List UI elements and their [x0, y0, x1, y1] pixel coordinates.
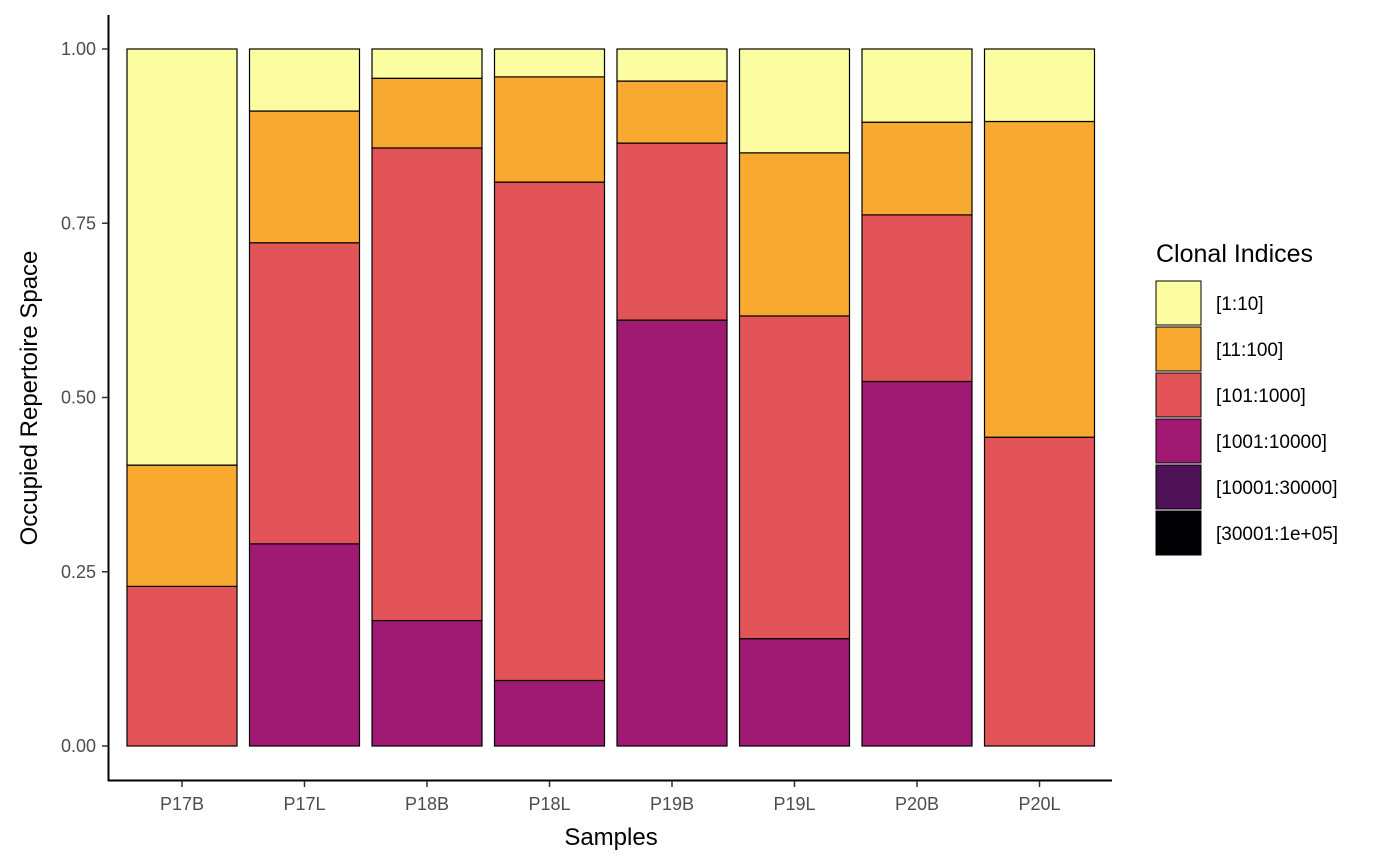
legend-label: [11:100]	[1216, 340, 1283, 361]
bar-segment-p20b	[861, 380, 973, 747]
y-tick-label: 1.00	[61, 39, 96, 59]
x-tick-label: P18B	[405, 794, 449, 814]
bar-segment-p17l	[248, 242, 361, 545]
legend-label: [101:1000]	[1216, 386, 1306, 407]
legend-label: [10001:30000]	[1216, 478, 1338, 499]
bar-segment-p17b	[126, 585, 238, 747]
bar-segment-p18l	[493, 48, 606, 78]
bar-segment-p18b	[371, 48, 483, 79]
y-axis-ticks: 0.00 0.25 0.50 0.75 1.00	[61, 39, 108, 756]
y-axis-title: Occupied Repertoire Space	[16, 251, 43, 546]
bar-segment-p19b	[616, 142, 728, 321]
bar-segment-p17l	[248, 110, 361, 244]
bar-segment-p20l	[983, 436, 1096, 747]
bar-segment-p19b	[616, 80, 728, 144]
legend-title: Clonal Indices	[1156, 240, 1313, 268]
bar-segment-p17b	[126, 48, 238, 466]
bar-segment-p18b	[371, 147, 483, 622]
bar-segment-p18b	[371, 619, 483, 747]
x-tick-label: P20B	[895, 794, 939, 814]
x-axis-title: Samples	[564, 824, 657, 851]
y-tick-label: 0.75	[61, 213, 96, 233]
legend-swatch	[1155, 372, 1202, 418]
y-tick-label: 0.25	[61, 562, 96, 582]
bar-segment-p20b	[861, 121, 973, 216]
bar-segment-p18b	[371, 77, 483, 149]
bar-segment-p20l	[983, 48, 1096, 123]
bar-segment-p18l	[493, 181, 606, 682]
x-tick-label: P17L	[283, 794, 325, 814]
bar-segment-p19l	[738, 48, 851, 154]
bar-segment-p18l	[493, 679, 606, 747]
bar-segment-p19b	[616, 48, 728, 82]
bar-segment-p17l	[248, 543, 361, 747]
bar-segment-p19l	[738, 638, 851, 747]
legend-swatch	[1155, 510, 1202, 556]
x-tick-label: P19L	[773, 794, 815, 814]
bars-group	[126, 48, 1096, 747]
bar-segment-p20b	[861, 48, 973, 123]
legend-label: [1001:10000]	[1216, 432, 1327, 453]
x-tick-label: P18L	[528, 794, 570, 814]
bar-segment-p18l	[493, 76, 606, 183]
legend-swatch	[1155, 418, 1202, 464]
x-tick-label: P20L	[1018, 794, 1060, 814]
y-tick-label: 0.50	[61, 388, 96, 408]
bar-segment-p20b	[861, 214, 973, 383]
legend-label: [1:10]	[1216, 294, 1264, 315]
legend: Clonal Indices [1:10] [11:100] [101:1000] […	[1155, 240, 1338, 556]
bar-segment-p17b	[126, 464, 238, 587]
bar-segment-p19l	[738, 152, 851, 317]
legend-swatch	[1155, 280, 1202, 326]
legend-swatch	[1155, 326, 1202, 372]
bar-segment-p19b	[616, 319, 728, 747]
bar-segment-p19l	[738, 315, 851, 640]
bar-segment-p17l	[248, 48, 361, 112]
x-tick-label: P17B	[160, 794, 204, 814]
y-tick-label: 0.00	[61, 736, 96, 756]
legend-swatch	[1155, 464, 1202, 510]
x-tick-label: P19B	[650, 794, 694, 814]
bar-segment-p20l	[983, 120, 1096, 438]
legend-label: [30001:1e+05]	[1216, 524, 1338, 545]
x-axis-ticks: P17B P17L P18B P18L P19B P19L P20B P20L	[160, 781, 1061, 814]
